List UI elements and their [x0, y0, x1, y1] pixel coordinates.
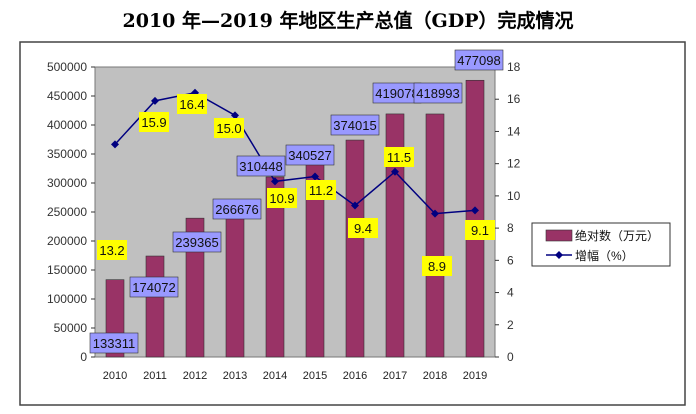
- growth-label-box: [465, 220, 495, 240]
- left-tick-label: 50000: [54, 321, 88, 335]
- growth-marker: [311, 172, 319, 181]
- growth-label-box: [348, 218, 378, 238]
- growth-data-label: 9.4: [354, 221, 372, 236]
- right-tick-label: 6: [507, 253, 514, 267]
- left-tick-label: 300000: [47, 176, 87, 190]
- bar-data-label: 310448: [239, 159, 282, 174]
- growth-marker: [111, 140, 119, 149]
- right-tick-label: 0: [507, 350, 514, 364]
- growth-data-label: 11.5: [387, 150, 411, 165]
- bar-data-label: 174072: [132, 280, 175, 295]
- bar-label-box: [454, 49, 504, 71]
- bar-label-box: [330, 114, 380, 136]
- growth-marker: [431, 209, 439, 218]
- bar: [465, 79, 485, 358]
- growth-label-box: [422, 256, 452, 276]
- bar: [225, 202, 245, 358]
- left-tick-label: 400000: [47, 118, 87, 132]
- left-tick-label: 0: [80, 350, 87, 364]
- bar-data-label: 418993: [416, 86, 459, 101]
- bar-label-box: [236, 155, 286, 177]
- growth-line: [114, 91, 476, 215]
- bar-label-box: [172, 231, 222, 253]
- growth-data-label: 9.1: [471, 223, 489, 238]
- growth-marker: [231, 111, 239, 120]
- right-tick-label: 14: [507, 124, 521, 138]
- growth-label-box: [384, 147, 414, 167]
- bar-data-label: 374015: [333, 118, 376, 133]
- growth-label-box: [306, 180, 336, 200]
- chart-title: 2010 年—2019 年地区生产总值（GDP）完成情况: [122, 10, 574, 32]
- x-tick-label: 2010: [103, 370, 127, 382]
- growth-data-label: 15.9: [141, 115, 166, 130]
- bar-label-box: [212, 198, 262, 220]
- x-tick-label: 2019: [463, 370, 487, 382]
- left-tick-label: 100000: [47, 292, 87, 306]
- left-tick-label: 350000: [47, 147, 87, 161]
- growth-marker: [391, 167, 399, 176]
- growth-marker: [151, 96, 159, 105]
- legend-bar-label: 绝对数（万元）: [575, 228, 659, 243]
- growth-label-box: [97, 240, 127, 260]
- x-tick-label: 2017: [383, 370, 407, 382]
- legend-bar-swatch: [545, 229, 573, 242]
- growth-marker: [471, 206, 479, 215]
- bar: [185, 217, 205, 358]
- growth-label-box: [214, 118, 244, 138]
- legend-line-marker: [555, 251, 563, 259]
- left-tick-label: 450000: [47, 89, 87, 103]
- bar: [145, 255, 165, 358]
- bar-label-box: [413, 82, 463, 104]
- bar: [265, 176, 285, 358]
- left-tick-label: 200000: [47, 234, 87, 248]
- growth-data-label: 13.2: [99, 243, 124, 258]
- bar: [345, 139, 365, 358]
- growth-data-label: 11.2: [309, 183, 333, 198]
- bar-data-label: 239365: [175, 235, 218, 250]
- x-tick-label: 2012: [183, 370, 207, 382]
- bar-data-label: 133311: [93, 336, 135, 351]
- growth-data-label: 16.4: [179, 97, 204, 112]
- x-tick-label: 2014: [263, 370, 287, 382]
- growth-label-box: [177, 94, 207, 114]
- right-tick-label: 16: [507, 92, 521, 106]
- bar-data-label: 477098: [457, 53, 500, 68]
- x-tick-label: 2016: [343, 370, 367, 382]
- bar: [425, 113, 445, 358]
- bar-data-label: 266676: [215, 202, 258, 217]
- left-tick-label: 500000: [47, 60, 87, 74]
- bar-data-label: 340527: [288, 148, 331, 163]
- right-tick-label: 2: [507, 318, 514, 332]
- right-tick-label: 4: [507, 286, 514, 300]
- right-tick-label: 10: [507, 189, 521, 203]
- bar-data-label: 419078: [375, 86, 418, 101]
- x-tick-label: 2013: [223, 370, 247, 382]
- right-tick-label: 18: [507, 60, 521, 74]
- x-tick-label: 2018: [423, 370, 447, 382]
- bar-label-box: [89, 332, 139, 354]
- right-tick-label: 12: [507, 157, 521, 171]
- growth-data-label: 10.9: [269, 191, 294, 206]
- left-tick-label: 250000: [47, 205, 87, 219]
- left-tick-label: 150000: [47, 263, 87, 277]
- legend-line-label: 增幅（%）: [575, 248, 634, 263]
- x-tick-label: 2015: [303, 370, 327, 382]
- bar-label-box: [285, 144, 335, 166]
- growth-data-label: 8.9: [428, 259, 446, 274]
- growth-marker: [351, 201, 359, 210]
- growth-label-box: [139, 112, 169, 132]
- growth-label-box: [267, 188, 297, 208]
- growth-data-label: 15.0: [216, 121, 241, 136]
- growth-marker: [271, 177, 279, 186]
- bar-label-box: [129, 276, 179, 298]
- x-tick-label: 2011: [143, 370, 167, 382]
- right-tick-label: 8: [507, 221, 514, 235]
